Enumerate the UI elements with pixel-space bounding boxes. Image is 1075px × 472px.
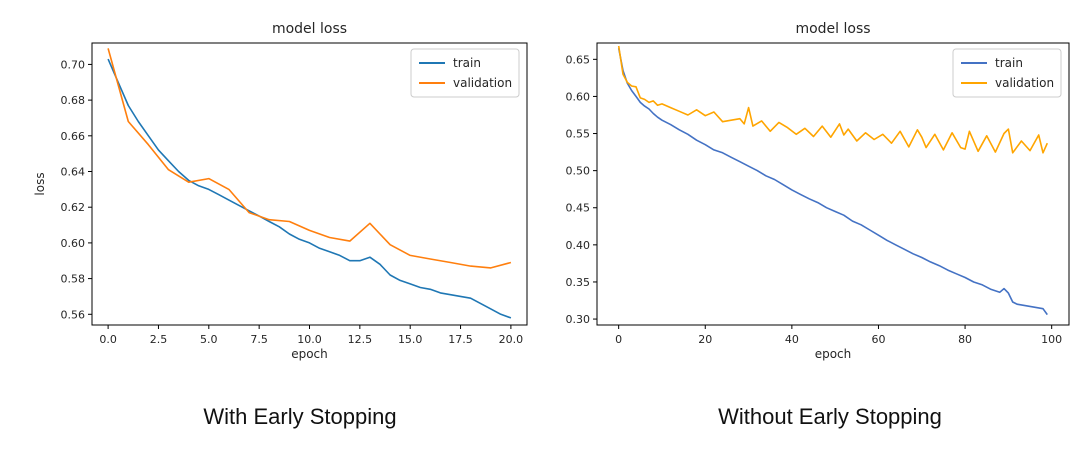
left-x-tick-label: 20.0 — [499, 333, 524, 346]
left-y-tick-label: 0.58 — [61, 273, 86, 286]
left-y-tick-label: 0.64 — [61, 166, 86, 179]
left-x-tick-label: 12.5 — [348, 333, 373, 346]
right-y-tick-label: 0.60 — [566, 90, 591, 103]
right-chart-title: model loss — [795, 21, 870, 37]
left-y-tick-label: 0.70 — [61, 58, 86, 71]
left-chart: model loss 0.0 2.5 5.0 7.5 10.0 12.5 15.0 17.5 20… — [0, 0, 540, 380]
right-x-tick-label: 0 — [615, 333, 622, 346]
left-legend-label-validation: validation — [453, 76, 512, 90]
left-x-tick-label: 2.5 — [150, 333, 168, 346]
right-legend: train validation — [952, 48, 1062, 98]
right-x-tick-label: 80 — [958, 333, 972, 346]
caption-without-early-stopping: Without Early Stopping — [718, 404, 942, 429]
right-legend-label-validation: validation — [995, 76, 1054, 90]
left-x-tick-label: 7.5 — [250, 333, 268, 346]
right-x-axis-label: epoch — [815, 347, 852, 361]
right-x-tick-label: 100 — [1041, 333, 1062, 346]
right-y-tick-label: 0.40 — [566, 239, 591, 252]
left-x-tick-label: 0.0 — [99, 333, 117, 346]
left-series-line-train — [107, 58, 512, 319]
left-series-line-validation — [107, 48, 512, 269]
left-chart-title: model loss — [272, 21, 347, 37]
right-y-tick-label: 0.30 — [566, 313, 591, 326]
left-y-tick-label: 0.60 — [61, 237, 86, 250]
right-x-tick-label: 40 — [785, 333, 799, 346]
right-axes-frame — [596, 42, 1070, 326]
right-y-tick-label: 0.65 — [566, 53, 591, 66]
right-series-line-train — [617, 48, 1048, 316]
left-x-tick-label: 17.5 — [448, 333, 473, 346]
left-y-tick-label: 0.56 — [61, 308, 86, 321]
left-y-tick-label: 0.62 — [61, 201, 86, 214]
left-chart-svg: model loss 0.0 2.5 5.0 7.5 10.0 12.5 15.0 17.5 20… — [33, 21, 528, 361]
right-y-tick-label: 0.50 — [566, 165, 591, 178]
left-x-tick-label: 15.0 — [398, 333, 423, 346]
left-y-tick-label: 0.68 — [61, 94, 86, 107]
left-legend-box — [410, 48, 520, 98]
left-x-tick-label: 10.0 — [297, 333, 322, 346]
left-x-tick-label: 5.0 — [200, 333, 218, 346]
right-legend-label-train: train — [995, 56, 1023, 70]
left-x-axis-label: epoch — [291, 347, 328, 361]
left-legend-label-train: train — [453, 56, 481, 70]
left-y-tick-label: 0.66 — [61, 130, 86, 143]
left-legend: train validation — [410, 48, 520, 98]
right-chart: model loss 0 20 40 60 80 100 0.30 0.35 0.40 0.45 0.… — [540, 0, 1075, 380]
right-legend-box — [952, 48, 1062, 98]
left-y-axis-label: loss — [33, 172, 47, 195]
right-x-tick-label: 60 — [871, 333, 885, 346]
right-x-tick-label: 20 — [698, 333, 712, 346]
right-series-line-validation — [617, 45, 1049, 154]
right-chart-svg: model loss 0 20 40 60 80 100 0.30 0.35 0.40 0.45 0.… — [566, 21, 1070, 361]
right-y-tick-label: 0.35 — [566, 276, 591, 289]
right-y-tick-label: 0.55 — [566, 128, 591, 141]
right-y-tick-label: 0.45 — [566, 202, 591, 215]
caption-with-early-stopping: With Early Stopping — [203, 404, 397, 429]
